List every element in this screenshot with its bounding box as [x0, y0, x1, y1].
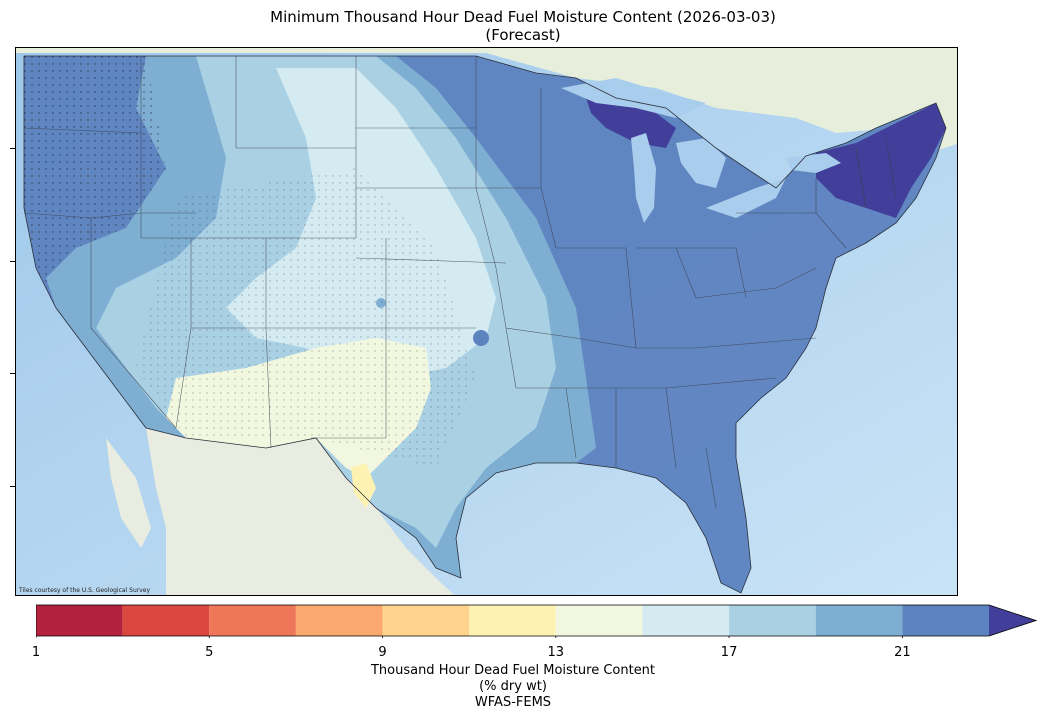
chart-title: Minimum Thousand Hour Dead Fuel Moisture…	[0, 8, 1046, 44]
y-axis-tick	[10, 486, 15, 487]
new-england-wet	[816, 103, 946, 218]
colorbar-tick-label: 13	[547, 645, 565, 660]
conus-fuel-moisture	[24, 56, 946, 593]
colorbar-bin	[382, 605, 470, 636]
colorbar-bin	[122, 605, 210, 636]
y-axis-tick	[10, 148, 15, 149]
colorbar-label-line-1: Thousand Hour Dead Fuel Moisture Content	[370, 663, 656, 678]
y-axis-tick	[10, 373, 15, 374]
colorbar-tick-label: 5	[205, 645, 214, 660]
colorbar-tick-label: 9	[378, 645, 387, 660]
lake-michigan	[631, 133, 656, 223]
colorbar-bin	[729, 605, 816, 636]
canada-land	[16, 48, 957, 158]
map-panel[interactable]	[15, 47, 958, 596]
colorbar-bin	[36, 605, 123, 636]
colorbar-tick-label: 1	[31, 645, 41, 660]
colorbar-outline	[36, 604, 1038, 637]
title-line-2: (Forecast)	[485, 26, 561, 44]
colorbar-extend-arrow	[989, 605, 1036, 636]
colorbar-bin	[295, 605, 383, 636]
conus-outline	[23, 55, 947, 594]
lake-huron	[676, 138, 726, 188]
colorbar-label-line-3: WFAS-FEMS	[474, 695, 552, 710]
lake-ontario	[786, 153, 841, 173]
colorbar	[36, 604, 1038, 638]
lake-superior	[561, 78, 706, 118]
colorbar-tick-label: 17	[720, 645, 738, 660]
upper-peninsula-wet	[586, 98, 676, 148]
state-borders	[23, 56, 897, 509]
colorbar-bin	[555, 605, 643, 636]
colorbar-bin	[815, 605, 903, 636]
colorbar-tick-label: 21	[894, 645, 911, 660]
lake-erie	[706, 178, 786, 218]
y-axis-tick	[10, 261, 15, 262]
map-attribution: Tiles courtesy of the U.S. Geological Su…	[19, 587, 151, 594]
colorbar-bin	[642, 605, 730, 636]
colorbar-bin	[209, 605, 296, 636]
colorbar-bin	[902, 605, 989, 636]
title-line-1: Minimum Thousand Hour Dead Fuel Moisture…	[270, 8, 776, 26]
baja-land	[106, 438, 151, 548]
mexico-land	[146, 428, 454, 595]
fuel-moisture-map	[16, 48, 957, 595]
colorbar-label-line-2: (% dry wt)	[479, 679, 547, 694]
colorbar-bin	[469, 605, 556, 636]
colorbar-label: Thousand Hour Dead Fuel Moisture Content…	[0, 663, 1026, 711]
